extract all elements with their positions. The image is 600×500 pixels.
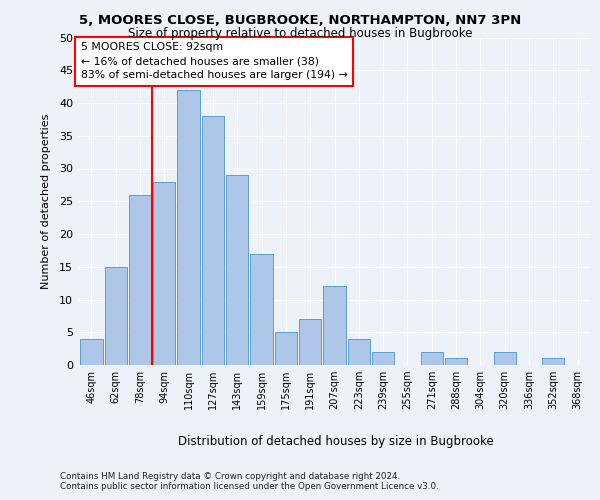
Bar [202,116,224,365]
Bar [226,175,248,365]
Bar [421,352,443,365]
Bar [347,339,370,365]
Bar [250,254,273,365]
Bar [445,358,467,365]
Text: Size of property relative to detached houses in Bugbrooke: Size of property relative to detached ho… [128,28,472,40]
Bar [104,267,127,365]
Text: Contains public sector information licensed under the Open Government Licence v3: Contains public sector information licen… [60,482,439,491]
Bar [178,90,200,365]
Bar [80,339,103,365]
Text: 5 MOORES CLOSE: 92sqm
← 16% of detached houses are smaller (38)
83% of semi-deta: 5 MOORES CLOSE: 92sqm ← 16% of detached … [80,42,347,80]
Bar [299,319,322,365]
Bar [494,352,516,365]
Bar [323,286,346,365]
Bar [372,352,394,365]
Text: Distribution of detached houses by size in Bugbrooke: Distribution of detached houses by size … [178,434,494,448]
Bar [275,332,297,365]
Text: Contains HM Land Registry data © Crown copyright and database right 2024.: Contains HM Land Registry data © Crown c… [60,472,400,481]
Text: 5, MOORES CLOSE, BUGBROOKE, NORTHAMPTON, NN7 3PN: 5, MOORES CLOSE, BUGBROOKE, NORTHAMPTON,… [79,14,521,27]
Bar [542,358,565,365]
Y-axis label: Number of detached properties: Number of detached properties [41,114,50,289]
Bar [153,182,175,365]
Bar [129,194,151,365]
